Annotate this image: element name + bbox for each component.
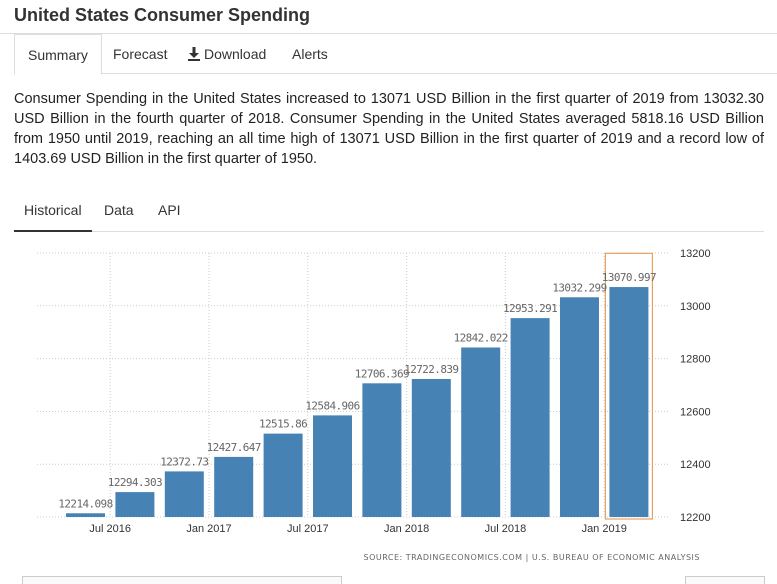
summary-description: Consumer Spending in the United States i… (14, 91, 764, 167)
data-label: 13070.997 (602, 271, 656, 284)
y-tick-label: 12400 (680, 459, 711, 471)
data-label: 12372.73 (160, 455, 208, 468)
y-tick-label: 12600 (680, 406, 711, 418)
tab-download[interactable]: Download (188, 34, 266, 74)
data-bar[interactable] (461, 347, 501, 517)
x-tick-label: Jul 2017 (287, 523, 329, 535)
data-label: 12214.098 (58, 497, 112, 510)
data-bar[interactable] (66, 513, 105, 517)
data-label: 12706.369 (355, 367, 409, 380)
chart-tabs: Historical Data API (14, 192, 764, 232)
data-bar[interactable] (609, 287, 649, 517)
x-tick-label: Jan 2019 (582, 523, 627, 535)
x-tick-label: Jan 2017 (186, 523, 231, 535)
data-label: 12294.303 (108, 476, 162, 489)
main-tabs: Summary Forecast Download Alerts (14, 34, 777, 75)
data-bar[interactable] (263, 433, 303, 517)
tab-summary[interactable]: Summary (14, 34, 102, 75)
tab-data[interactable]: Data (104, 202, 134, 218)
data-label: 12427.647 (207, 441, 261, 454)
data-bar[interactable] (214, 456, 254, 517)
data-label: 12584.906 (305, 399, 359, 412)
data-label: 12722.839 (404, 363, 458, 376)
chart-source: SOURCE: TRADINGECONOMICS.COM | U.S. BURE… (364, 553, 701, 562)
x-tick-label: Jul 2018 (485, 523, 527, 535)
x-tick-label: Jan 2018 (384, 523, 429, 535)
y-tick-label: 12800 (680, 354, 711, 366)
data-bar[interactable] (362, 383, 402, 517)
tab-forecast[interactable]: Forecast (113, 46, 168, 62)
data-label: 12953.291 (503, 302, 557, 315)
toolbar-stub (22, 576, 342, 584)
data-bar[interactable] (313, 415, 352, 517)
tab-download-label: Download (204, 46, 267, 62)
download-icon (188, 47, 200, 61)
tab-alerts[interactable]: Alerts (292, 46, 328, 62)
data-label: 13032.299 (552, 281, 606, 294)
y-tick-label: 12200 (680, 512, 711, 524)
tab-historical[interactable]: Historical (14, 192, 92, 232)
tab-api[interactable]: API (158, 202, 181, 218)
data-bar[interactable] (510, 318, 550, 517)
data-label: 12515.86 (259, 418, 307, 431)
page-header: United States Consumer Spending (0, 0, 777, 34)
data-bar[interactable] (411, 378, 451, 517)
data-bar[interactable] (164, 471, 204, 517)
toolbar-stub-right (685, 576, 765, 584)
x-tick-label: Jul 2016 (89, 523, 131, 535)
data-label: 12842.022 (454, 332, 508, 345)
highlight-box (604, 252, 654, 520)
data-bar[interactable] (115, 492, 155, 517)
data-bar[interactable] (560, 297, 599, 517)
page-title: United States Consumer Spending (14, 5, 311, 25)
y-tick-label: 13000 (680, 301, 711, 313)
y-tick-label: 13200 (680, 248, 711, 260)
